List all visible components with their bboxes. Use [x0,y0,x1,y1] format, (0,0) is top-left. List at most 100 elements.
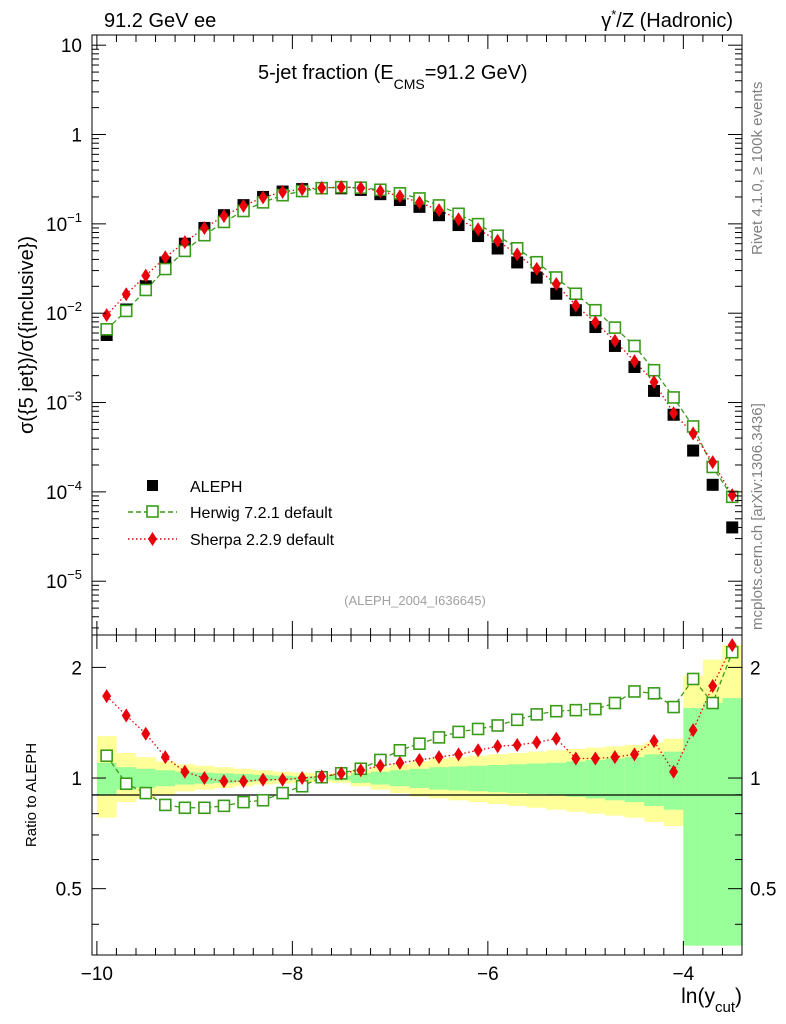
legend-herwig-label: Herwig 7.2.1 default [190,505,333,522]
x-tick-label: −10 [81,964,113,985]
sherpa-point [278,184,288,199]
sherpa-ratio-point [571,751,581,766]
herwig-ratio-point [589,702,602,716]
herwig-point [589,303,602,317]
sherpa-point [414,195,424,210]
sherpa-point [239,198,249,213]
sherpa-ratio-point [375,758,385,773]
herwig-ratio-point [549,704,563,718]
aleph-point [511,256,524,269]
sherpa-ratio-point [258,772,268,787]
herwig-ratio-point [608,696,622,710]
band-inner-bin [526,763,547,794]
sherpa-ratio-line [106,644,733,782]
band-inner-bin [155,770,176,787]
band-inner-bin [566,761,586,797]
main-panel: 10 1 10−1 10−2 10−3 10−4 10−5 [46,34,743,636]
sherpa-point [610,333,620,348]
header-process-label: γ*/Z (Hadronic) [601,7,733,32]
sherpa-ratio-point [649,734,659,749]
rivet-version-label: Rivet 4.1.0, ≥ 100k events [749,82,766,255]
sherpa-point [512,247,522,262]
sherpa-ratio-point [512,737,522,752]
sherpa-ratio-point [199,771,209,786]
sherpa-ratio-point [532,735,542,750]
sherpa-point [258,190,268,205]
band-inner-bin [468,765,489,792]
ratio-y-tick-label-right: 0.5 [750,880,776,901]
herwig-ratio-point [178,801,192,815]
herwig-ratio-point [432,731,446,744]
band-inner-bin [546,762,567,795]
ratio-panel: −10 −8 −6 −4 2 2 1 1 0.5 0.5 [56,634,776,985]
aleph-point [726,521,739,534]
band-inner-bin [429,767,450,790]
herwig-ratio-point [706,696,719,710]
sherpa-ratio-point [727,638,737,653]
main-y-tick-label: 10−1 [46,210,82,236]
sherpa-point [532,261,542,276]
ratio-frame [91,634,743,956]
ratio-y-axis-label: Ratio to ALEPH [23,743,40,847]
herwig-ratio-point [217,799,231,813]
legend-aleph-label: ALEPH [190,479,242,496]
band-inner-bin [624,757,645,803]
mcplots-label: mcplots.cern.ch [arXiv:1306.3436] [749,403,766,630]
sherpa-ratio-point [356,763,366,778]
sherpa-point [356,180,366,195]
sherpa-ratio-point [278,772,288,787]
sherpa-point [297,182,307,197]
sherpa-point [590,315,600,330]
main-y-tick-label: 10−3 [46,389,82,415]
sherpa-ratio-point [708,678,718,693]
sherpa-ratio-point [336,766,346,781]
sherpa-ratio-point [121,708,131,723]
band-inner-bin [722,698,743,946]
sherpa-ratio-point [395,755,405,770]
sherpa-point [493,233,503,248]
aleph-point [530,271,543,284]
ratio-y-tick-label: 2 [71,658,82,679]
band-inner-bin [135,768,156,788]
herwig-point [569,287,583,301]
herwig-ratio-point [667,700,680,714]
band-inner-bin [351,773,371,783]
sherpa-point [336,180,346,195]
sherpa-point [219,208,229,223]
sherpa-ratio-point [219,774,229,789]
herwig-ratio-point [237,795,250,809]
herwig-point [100,323,113,336]
x-axis-label: ln(ycut) [681,985,742,1016]
sherpa-point [199,220,209,235]
x-tick-label: −8 [282,964,304,985]
sherpa-point [395,189,405,204]
main-y-tick-label: 10−5 [46,567,82,593]
sherpa-ratio-point [669,764,679,779]
sherpa-point [375,184,385,199]
herwig-ratio-point [198,801,211,815]
sherpa-ratio-point [317,769,327,784]
legend-sherpa-label: Sherpa 2.2.9 default [190,532,335,549]
legend-herwig-marker [146,505,159,518]
sherpa-point [121,287,131,302]
sherpa-ratio-point [493,739,503,754]
aleph-point [648,384,661,397]
band-inner-bin [663,751,684,810]
band-inner-bin [702,703,723,946]
sherpa-ratio-point [102,689,112,704]
sherpa-ratio-point [551,731,561,746]
main-y-tick-label: 10−2 [46,299,82,325]
herwig-ratio-point [100,749,113,763]
herwig-point [647,363,661,377]
band-inner-bin [390,770,410,787]
aleph-point [687,444,700,457]
sherpa-point [180,235,190,250]
sherpa-point [551,277,561,292]
sherpa-point [688,426,698,441]
sherpa-point [669,406,679,421]
ratio-series-points [100,638,739,815]
main-y-axis-label: σ({5 jet})/σ({inclusive}) [16,236,38,434]
sherpa-ratio-point [180,764,190,779]
x-tick-label: −6 [477,964,499,985]
